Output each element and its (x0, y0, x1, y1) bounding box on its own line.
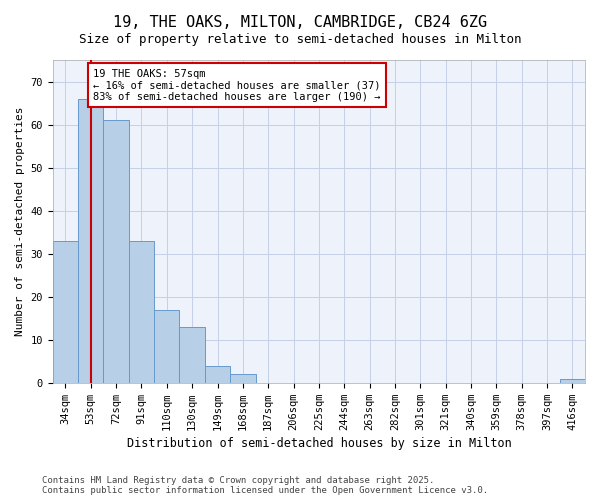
Text: 19, THE OAKS, MILTON, CAMBRIDGE, CB24 6ZG: 19, THE OAKS, MILTON, CAMBRIDGE, CB24 6Z… (113, 15, 487, 30)
Bar (230, 374, 256, 383)
Bar (154, 310, 179, 383)
Bar (205, 366, 230, 383)
Bar (53, 241, 78, 383)
Bar (129, 241, 154, 383)
Y-axis label: Number of semi-detached properties: Number of semi-detached properties (15, 106, 25, 336)
Bar (103, 120, 129, 383)
Bar (560, 378, 585, 383)
X-axis label: Distribution of semi-detached houses by size in Milton: Distribution of semi-detached houses by … (127, 437, 511, 450)
Text: Size of property relative to semi-detached houses in Milton: Size of property relative to semi-detach… (79, 32, 521, 46)
Bar (78, 98, 103, 383)
Bar (179, 327, 205, 383)
Text: 19 THE OAKS: 57sqm
← 16% of semi-detached houses are smaller (37)
83% of semi-de: 19 THE OAKS: 57sqm ← 16% of semi-detache… (94, 68, 381, 102)
Text: Contains HM Land Registry data © Crown copyright and database right 2025.
Contai: Contains HM Land Registry data © Crown c… (42, 476, 488, 495)
